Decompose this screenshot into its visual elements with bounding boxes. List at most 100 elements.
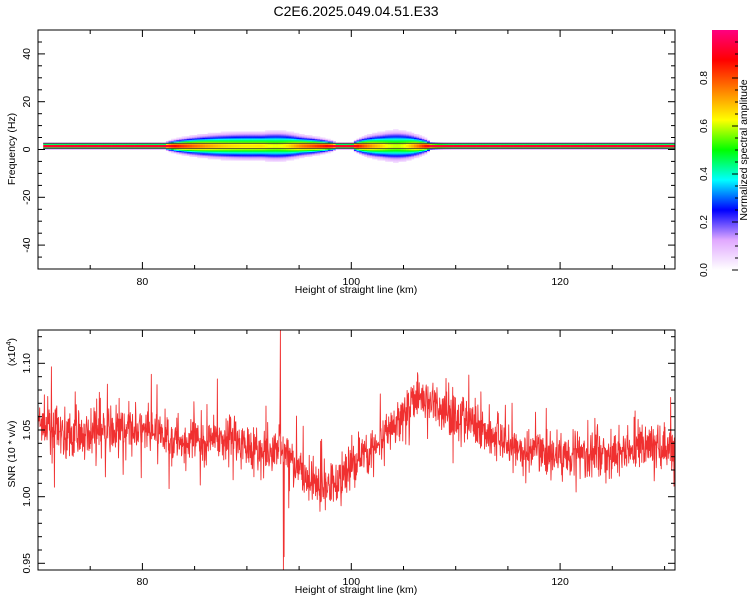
snr-panel: 80 100 120 1.101.051.000.95 Height of stra… — [4, 329, 676, 596]
spectrogram-cell — [319, 141, 323, 143]
spectrogram-cell — [126, 143, 130, 146]
spectrogram-cell — [340, 148, 344, 150]
spectrogram-cell — [74, 145, 78, 148]
spectrogram-cell — [601, 148, 605, 150]
spectrogram-cell — [547, 148, 550, 150]
spectrogram-cell — [121, 147, 125, 149]
spectrogram-cell — [622, 145, 626, 148]
spectrogram-cell — [393, 136, 396, 138]
spectrogram-cell — [225, 137, 229, 140]
spectrogram-cell — [327, 151, 331, 154]
spectrogram-cell — [604, 145, 608, 148]
spectrogram-cell — [228, 156, 232, 159]
spectrogram-cell — [348, 147, 352, 149]
spectrogram-cell — [661, 148, 665, 150]
spectrogram-cell — [92, 145, 96, 148]
spectrogram-cell — [173, 138, 177, 141]
spectrogram-cell — [225, 136, 229, 138]
spectrogram-cell — [92, 148, 96, 150]
spectrogram-cell — [398, 160, 402, 162]
spectrogram-cell — [612, 145, 616, 148]
spectrogram-cell — [382, 147, 386, 149]
spectrogram-cell — [184, 149, 188, 151]
spectrogram-cell — [113, 143, 117, 146]
spectrogram-cell — [372, 156, 376, 159]
spectrogram-cell — [400, 138, 404, 141]
spectrogram-cell — [239, 147, 242, 149]
spectrogram-cell — [181, 138, 185, 141]
spectrogram-cell — [380, 133, 383, 136]
spectrogram-cell — [100, 144, 104, 147]
spectrogram-cell — [317, 147, 321, 149]
spectrogram-cell — [241, 148, 245, 150]
spectrogram-cell — [651, 143, 655, 146]
spectrogram-cell — [416, 147, 420, 149]
spectrogram-cell — [207, 151, 211, 154]
spectrogram-cell — [246, 148, 250, 150]
spectrogram-cell — [591, 148, 595, 150]
spectrogram-cell — [239, 143, 242, 146]
spectrogram-cell — [79, 147, 83, 149]
spectrogram-cell — [419, 136, 423, 138]
spectrogram-cell — [314, 136, 318, 138]
spectrogram-cell — [398, 157, 402, 160]
spectrogram-cell — [306, 153, 310, 155]
spectrogram-cell — [408, 151, 412, 154]
spectrogram-cell — [286, 149, 289, 151]
spectrogram-cell — [139, 143, 143, 146]
spectrogram-cell — [325, 145, 329, 148]
spectrogram-cell — [369, 148, 373, 150]
spectrogram-cell — [531, 148, 535, 150]
spectrogram-cell — [317, 150, 321, 153]
spectrogram-cell — [359, 144, 363, 147]
spectrogram-cell — [453, 148, 456, 150]
spectrogram-cell — [374, 136, 378, 138]
spectrogram-cell — [426, 148, 430, 150]
spectrogram-cell — [301, 149, 305, 151]
spectrogram-cell — [168, 144, 172, 147]
spectrogram-cell — [171, 138, 175, 141]
spectrogram-cell — [113, 147, 117, 149]
spectrogram-cell — [403, 145, 407, 148]
spectrogram-cell — [265, 131, 269, 134]
spectrogram-cell — [442, 143, 446, 146]
spectrogram-cell — [288, 157, 292, 160]
spectrogram-cell — [246, 150, 250, 153]
spectrogram-cell — [267, 137, 271, 140]
spectrogram-cell — [372, 149, 376, 151]
spectrogram-cell — [393, 144, 396, 147]
spectrogram-cell — [390, 151, 394, 154]
spectrogram-cell — [460, 147, 464, 149]
spectrogram-cell — [359, 137, 363, 140]
spectrogram-cell — [267, 154, 271, 156]
spectrogram-cell — [194, 143, 198, 146]
spectrogram-cell — [210, 139, 214, 142]
spectrogram-cell — [507, 145, 511, 148]
spectrogram-cell — [413, 154, 417, 156]
spectrogram-cell — [377, 154, 381, 156]
spectrogram-cell — [218, 145, 222, 148]
spectrogram-cell — [233, 153, 237, 155]
spectrogram-cell — [466, 147, 470, 149]
spectrogram-cell — [220, 132, 224, 135]
spectrogram-cell — [426, 141, 430, 143]
spectrogram-cell — [481, 143, 485, 146]
spectrogram-cell — [353, 148, 357, 150]
spectrogram-cell — [293, 139, 297, 142]
spectrogram-cell — [387, 160, 391, 162]
spectrogram-cell — [458, 148, 462, 150]
spectrogram-cell — [233, 135, 237, 137]
spectrogram-cell — [317, 144, 321, 147]
spectrogram-cell — [186, 141, 190, 143]
spectrogram-cell — [241, 154, 245, 156]
spectrogram-cell — [304, 149, 308, 151]
spectrogram-cell — [233, 155, 237, 157]
spectrogram-cell — [145, 143, 148, 146]
spectrogram-cell — [241, 137, 245, 140]
spectrogram-cell — [249, 154, 253, 156]
spectrogram-cell — [633, 148, 637, 150]
spectrogram-cell — [286, 133, 289, 136]
spectrogram-cell — [283, 137, 287, 140]
spectrogram-cell — [239, 149, 242, 151]
